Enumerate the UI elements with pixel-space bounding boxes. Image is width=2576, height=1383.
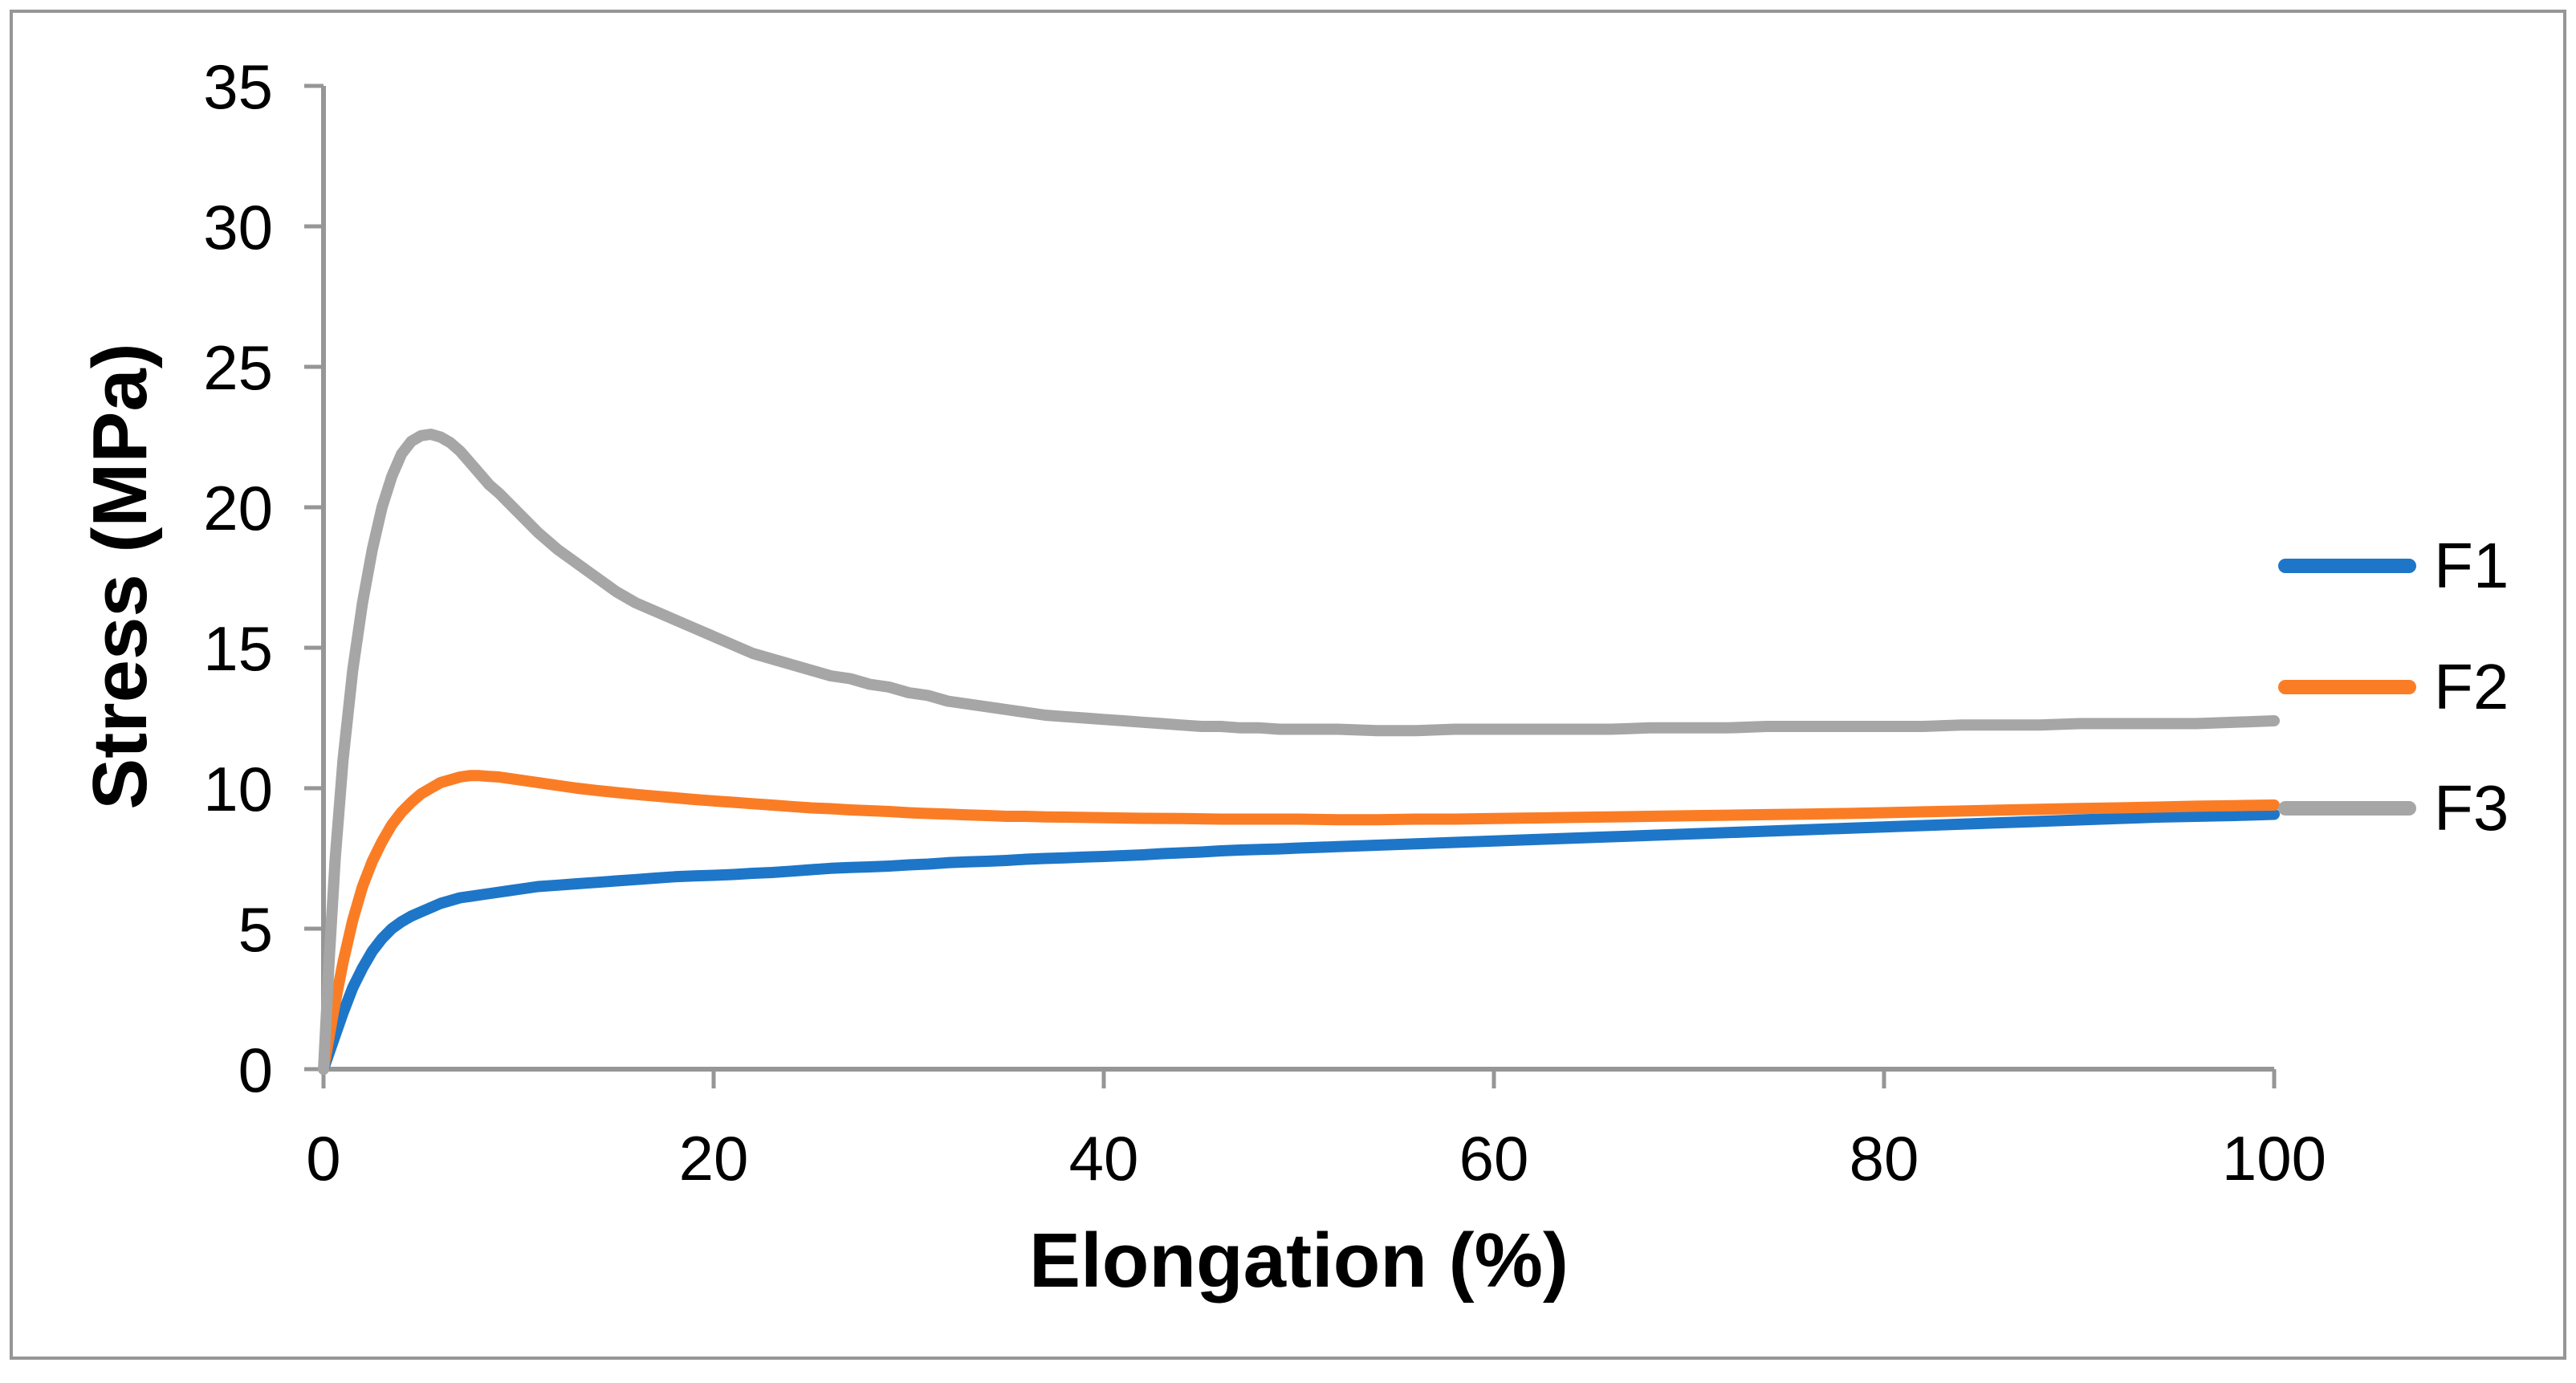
y-tick-label: 20 [203,473,273,543]
x-tick-label: 80 [1850,1123,1919,1194]
x-tick-label: 0 [306,1123,340,1194]
legend-label-f2: F2 [2434,651,2509,722]
x-tick-label: 100 [2222,1123,2326,1194]
y-tick-label: 10 [203,754,273,824]
y-tick-label: 5 [238,894,273,965]
legend-label-f3: F3 [2434,772,2509,844]
legend-item-f1: F1 [2278,532,2509,600]
y-axis-title: Stress (MPa) [77,343,163,810]
x-axis-title: Elongation (%) [1029,1218,1569,1304]
legend: F1 F2 F3 [2278,532,2509,896]
y-tick-label: 0 [238,1035,273,1105]
legend-item-f2: F2 [2278,653,2509,721]
legend-swatch-f1 [2278,559,2416,573]
y-tick-label: 25 [203,332,273,403]
y-tick-label: 15 [203,613,273,684]
series-f1-line [318,808,2280,1075]
y-tick-label: 30 [203,192,273,262]
series-f2-line [318,770,2280,1075]
x-tick-label: 20 [679,1123,749,1194]
y-tick-label: 35 [203,51,273,122]
legend-item-f3: F3 [2278,775,2509,842]
x-tick-label: 40 [1069,1123,1139,1194]
x-tick-label: 60 [1459,1123,1529,1194]
legend-label-f1: F1 [2434,530,2509,601]
series-f3-line [318,429,2280,1075]
legend-swatch-f3 [2278,801,2416,816]
legend-swatch-f2 [2278,680,2416,694]
